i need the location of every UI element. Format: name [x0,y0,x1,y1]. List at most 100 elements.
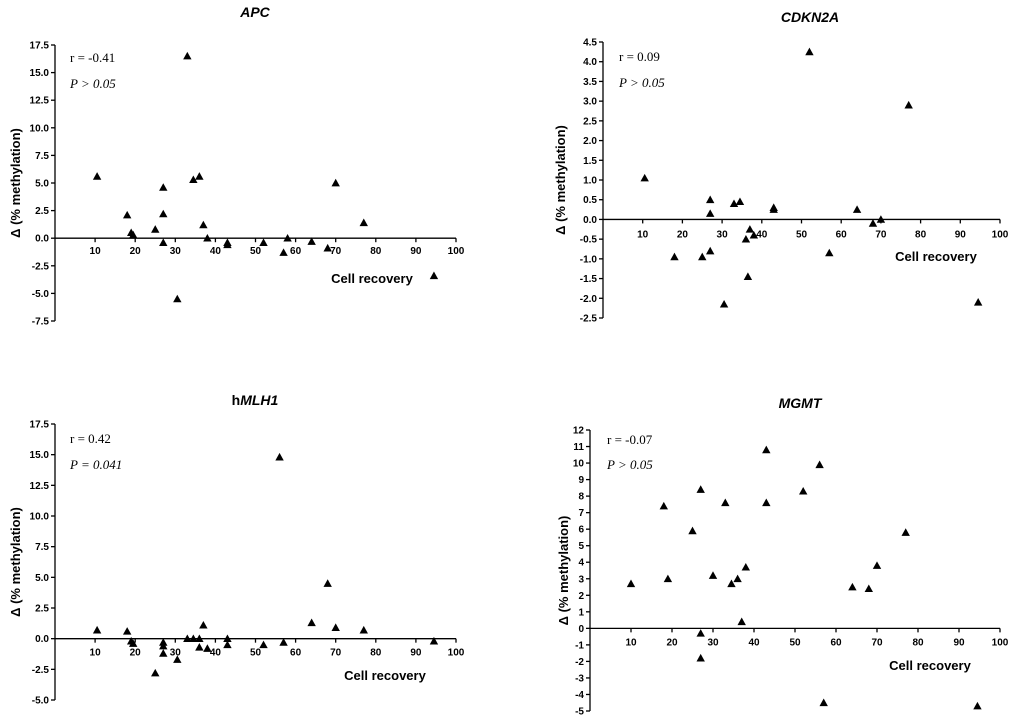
data-point [721,498,730,507]
data-point [189,634,198,643]
x-tick-label: 60 [836,229,848,240]
data-point [733,574,742,583]
data-point [852,205,862,213]
data-point [705,246,715,255]
x-tick-label: 20 [130,246,142,257]
data-point [864,584,873,593]
data-point [825,248,834,257]
chart-panel-2: CDKN2A 4.5 4.0 3.5 3.0 2.5 2.0 1.5 1.0 0.5 0.0 -0.5… [553,9,1009,325]
y-tick-label: -5.0 [32,289,50,300]
data-point [173,655,182,663]
x-tick-label: 50 [789,637,801,648]
data-point [872,561,882,569]
data-point [159,238,168,246]
stat-p: P > 0.05 [69,76,116,91]
data-point [173,294,182,303]
x-tick-label: 20 [666,637,678,648]
data-point [128,230,138,239]
data-point [259,238,268,246]
data-point [973,701,982,710]
x-tick-label: 30 [170,246,182,257]
data-point [799,486,808,495]
x-axis-label: Cell recovery [895,249,977,264]
data-point [159,649,168,657]
data-point [741,562,750,571]
data-point [259,640,268,649]
y-tick-label: 3 [578,574,584,585]
y-tick-label: -2.0 [580,294,598,305]
data-point [429,271,439,280]
data-point [92,625,102,634]
y-tick-label: 4.0 [583,57,597,68]
data-point [331,178,340,187]
y-tick-label: 10 [573,459,585,470]
y-tick-label: 12.5 [30,481,50,492]
data-point [769,205,778,213]
data-point [122,627,132,635]
data-point [698,252,707,261]
data-point [904,100,913,109]
y-tick-label: 2.5 [35,604,49,615]
data-point [323,579,332,587]
y-axis-label: Δ (% methylation) [553,125,568,235]
y-tick-label: -5 [575,707,584,718]
x-tick-label: 10 [625,637,637,648]
y-tick-label: -1.0 [580,254,598,265]
x-tick-label: 100 [448,246,465,257]
data-point [719,300,729,308]
stat-p: P = 0.041 [69,457,122,472]
x-tick-label: 100 [448,648,465,659]
y-tick-label: 11 [573,442,584,453]
stat-r: r = 0.09 [619,49,660,64]
y-tick-label: 4.5 [583,38,597,49]
x-tick-label: 80 [915,229,927,240]
y-tick-label: -2.5 [580,314,598,325]
y-tick-label: 0.5 [583,195,597,206]
data-point [688,526,697,535]
y-tick-label: 1.5 [583,156,597,167]
x-tick-label: 70 [330,648,342,659]
y-axis-label: Δ (% methylation) [8,507,23,617]
data-point [183,634,192,643]
y-tick-label: 5 [578,541,584,552]
data-point [279,638,288,646]
y-tick-label: 9 [578,475,584,486]
y-tick-label: 12.5 [30,96,50,107]
y-tick-label: 2.5 [35,206,49,217]
data-point [92,172,102,180]
data-point [159,183,168,191]
data-point [307,618,316,627]
data-point [128,639,138,647]
data-point [727,579,736,588]
x-tick-label: 90 [955,229,967,240]
x-axis-label: Cell recovery [344,668,426,683]
data-point [159,209,168,218]
data-point [223,640,232,649]
stat-r: r = -0.41 [70,50,115,65]
data-point [279,248,288,256]
x-tick-label: 60 [290,246,302,257]
y-tick-label: -2 [575,657,584,668]
chart-title: MGMT [779,395,823,411]
data-point [670,252,679,261]
data-point [203,644,212,652]
data-point [819,698,828,707]
data-point [815,460,824,469]
y-tick-label: -3 [575,673,584,684]
data-point [762,445,771,454]
data-point [743,272,753,280]
stat-p: P > 0.05 [618,75,665,90]
data-point [359,218,368,227]
data-point [199,620,208,629]
y-tick-label: 17.5 [30,41,50,52]
data-point [708,571,718,579]
x-tick-label: 50 [796,229,808,240]
y-tick-label: 7.5 [35,151,49,162]
data-point [626,579,636,588]
x-tick-label: 40 [756,229,768,240]
data-point [749,231,759,239]
data-point [640,173,649,182]
data-point [331,623,340,631]
data-point [283,234,292,242]
